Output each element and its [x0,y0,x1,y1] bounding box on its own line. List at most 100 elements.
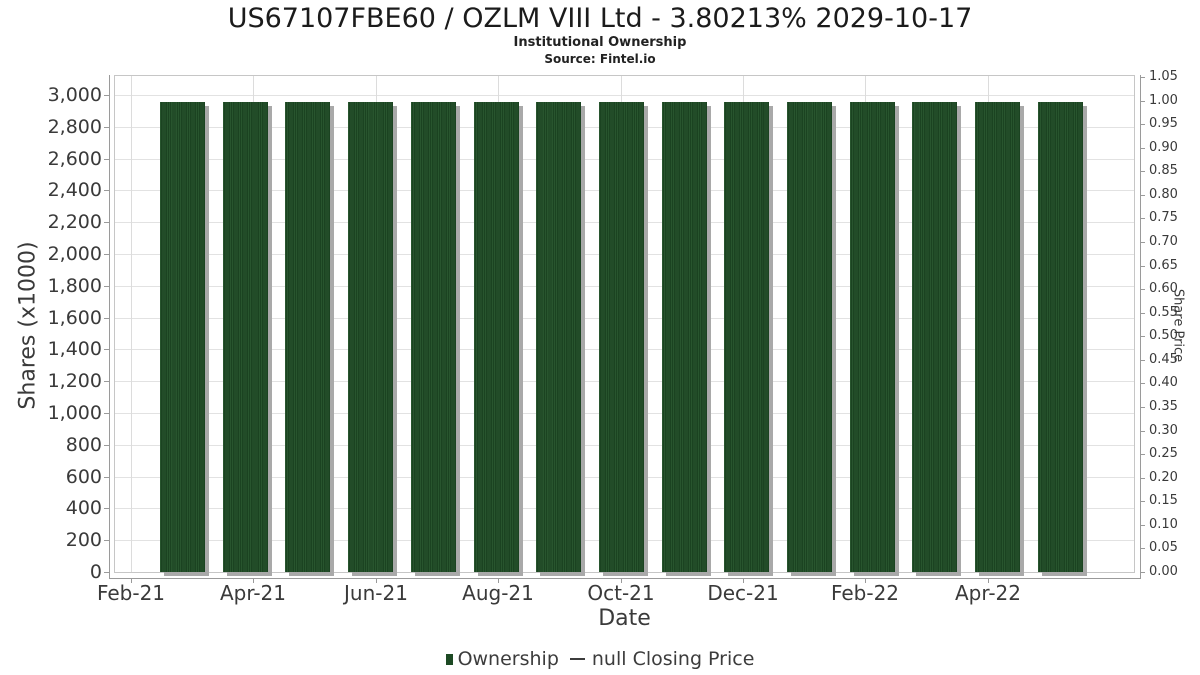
left-axis-tick [104,254,109,255]
left-axis-tick [104,222,109,223]
ownership-bar[interactable] [850,102,895,572]
left-axis-tick [104,286,109,287]
left-axis-tick-label: 1,800 [47,275,102,297]
right-axis-tick [1140,525,1145,526]
x-axis-tick-label: Feb-21 [96,581,166,605]
right-axis-tick-label: 0.95 [1149,116,1178,131]
ownership-bar[interactable] [411,102,456,572]
ownership-bar[interactable] [285,102,330,572]
left-axis-tick-label: 2,600 [47,148,102,170]
chart-title: US67107FBE60 / OZLM VIII Ltd - 3.80213% … [227,3,973,34]
right-axis-tick-label: 0.40 [1149,375,1178,390]
ownership-bar[interactable] [912,102,957,572]
ownership-bar[interactable] [662,102,707,572]
right-axis-tick [1140,148,1145,149]
right-axis-tick-label: 0.00 [1149,564,1178,579]
h-gridline [115,95,1134,96]
ownership-bar[interactable] [975,102,1020,572]
x-axis-tick [131,578,132,583]
right-axis-tick [1140,195,1145,196]
ownership-bar[interactable] [787,102,832,572]
right-axis-tick [1140,77,1145,78]
left-axis-tick-label: 800 [65,434,102,456]
right-axis-tick [1140,501,1145,502]
legend-label-ownership[interactable]: Ownership [457,648,559,670]
right-axis-tick-label: 0.75 [1149,210,1178,225]
chart-source: Source: Fintel.io [544,52,656,66]
legend-label-closing-price[interactable]: null Closing Price [591,648,755,670]
left-axis-tick [104,508,109,509]
right-axis-tick-label: 0.05 [1149,540,1178,555]
right-y-axis-label: Share Price [1170,288,1186,363]
x-axis-tick-label: Dec-21 [707,581,779,605]
ownership-bar[interactable] [599,102,644,572]
left-axis-tick [104,318,109,319]
v-gridline [131,76,132,572]
left-axis-tick-label: 2,800 [47,116,102,138]
x-axis-tick-label: Jun-21 [344,581,408,605]
closing-price-line-dash-icon [569,658,585,660]
left-axis-tick [104,349,109,350]
right-axis-tick [1140,383,1145,384]
ownership-bar-square-icon [445,653,453,665]
ownership-bar[interactable] [724,102,769,572]
left-axis-tick [104,190,109,191]
left-axis-tick [104,381,109,382]
right-axis-tick [1140,266,1145,267]
right-axis-tick-label: 0.55 [1149,305,1178,320]
ownership-bar[interactable] [1038,102,1083,572]
ownership-bar[interactable] [160,102,205,572]
chart-subtitle: Institutional Ownership [513,35,687,50]
x-axis-label: Date [598,606,651,631]
x-axis-tick [621,578,622,583]
right-axis-tick-label: 1.00 [1149,93,1178,108]
right-axis-tick-label: 0.15 [1149,493,1178,508]
x-axis-tick-label: Apr-21 [220,581,286,605]
x-axis-tick-label: Apr-22 [955,581,1021,605]
ownership-bar[interactable] [474,102,519,572]
ownership-bar[interactable] [536,102,581,572]
right-axis-tick-label: 0.45 [1149,352,1178,367]
right-axis-tick [1140,336,1145,337]
x-axis-tick [498,578,499,583]
right-axis-spine [1140,75,1141,579]
left-axis-tick-label: 1,400 [47,338,102,360]
right-axis-tick-label: 0.65 [1149,258,1178,273]
left-axis-tick [104,127,109,128]
ownership-bar[interactable] [223,102,268,572]
right-axis-tick [1140,171,1145,172]
x-axis-tick-label: Oct-21 [587,581,655,605]
left-axis-tick [104,572,109,573]
left-axis-tick-label: 400 [65,497,102,519]
left-axis-tick [104,477,109,478]
right-axis-tick-label: 0.50 [1149,328,1178,343]
right-axis-tick [1140,548,1145,549]
left-axis-tick [104,95,109,96]
right-axis-tick-label: 0.25 [1149,446,1178,461]
right-axis-tick-label: 0.10 [1149,517,1178,532]
right-axis-tick-label: 0.35 [1149,399,1178,414]
legend: Ownership null Closing Price [0,645,1200,673]
left-axis-tick-label: 1,200 [47,370,102,392]
ownership-bar[interactable] [348,102,393,572]
x-axis-tick [376,578,377,583]
right-axis-tick [1140,407,1145,408]
right-axis-tick-label: 0.90 [1149,140,1178,155]
x-axis-tick [743,578,744,583]
left-axis-tick-label: 0 [89,561,102,583]
right-axis-tick [1140,454,1145,455]
left-y-axis-label: Shares (x1000) [15,241,41,410]
left-axis-tick-label: 600 [65,466,102,488]
right-axis-tick-label: 0.20 [1149,470,1178,485]
left-axis-tick [104,159,109,160]
right-axis-tick [1140,431,1145,432]
left-axis-spine [109,75,110,579]
left-axis-tick-label: 3,000 [47,84,102,106]
left-axis-tick [104,413,109,414]
right-axis-tick-label: 0.30 [1149,423,1178,438]
left-axis-tick-label: 1,600 [47,307,102,329]
right-axis-tick [1140,478,1145,479]
right-axis-tick-label: 0.60 [1149,281,1178,296]
right-axis-tick-label: 0.85 [1149,163,1178,178]
x-axis-tick [253,578,254,583]
